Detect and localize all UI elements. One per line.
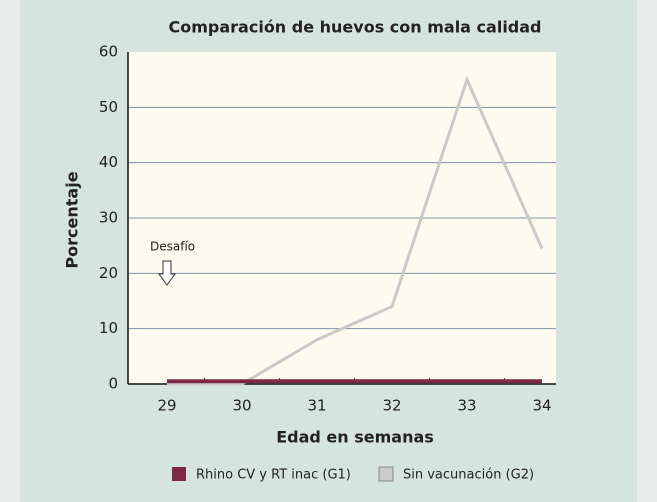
y-axis-label: Porcentaje — [63, 171, 82, 268]
x-axis-label: Edad en semanas — [276, 428, 434, 447]
series-line — [167, 75, 544, 386]
x-tick-label: 34 — [532, 397, 551, 415]
y-tick-label: 0 — [108, 375, 118, 393]
legend-label: Rhino CV y RT inac (G1) — [196, 468, 351, 483]
y-tick-label: 10 — [99, 319, 118, 337]
x-tick-label: 31 — [307, 397, 326, 415]
y-tick-label: 40 — [99, 153, 118, 171]
y-tick-label: 60 — [99, 43, 118, 61]
y-tick-label: 50 — [99, 98, 118, 116]
y-tick-label: 20 — [99, 264, 118, 282]
legend-swatch — [172, 467, 186, 481]
annotation-arrow — [158, 260, 176, 286]
x-tick-label: 30 — [232, 397, 251, 415]
chart-title: Comparación de huevos con mala calidad — [169, 18, 542, 37]
x-tick-label: 32 — [382, 397, 401, 415]
legend-label: Sin vacunación (G2) — [403, 468, 534, 483]
annotation: Desafío — [150, 240, 195, 254]
y-tick-label: 30 — [99, 209, 118, 227]
x-tick-label: 29 — [157, 397, 176, 415]
x-tick-label: 33 — [457, 397, 476, 415]
legend-swatch — [378, 466, 394, 482]
